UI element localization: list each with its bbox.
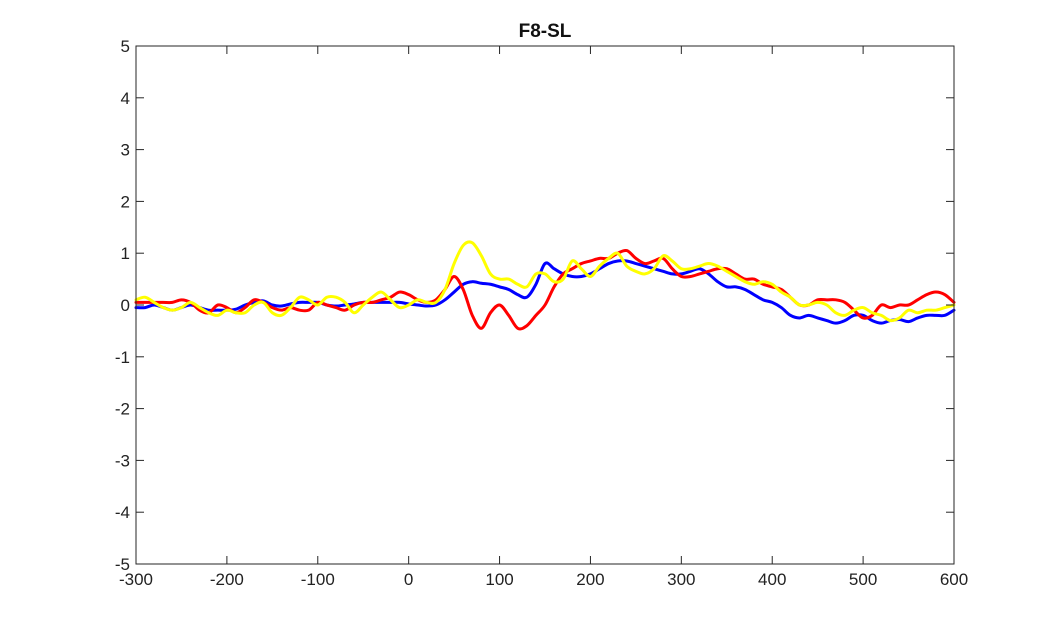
y-tick-label: 3	[121, 141, 130, 160]
series-layer	[134, 240, 956, 331]
y-tick-label: -5	[115, 555, 130, 574]
x-tick-label: 0	[404, 570, 413, 589]
y-tick-label: 5	[121, 37, 130, 56]
x-tick-label: -200	[210, 570, 244, 589]
y-tick-label: 0	[121, 296, 130, 315]
x-tick-label: 400	[758, 570, 786, 589]
y-tick-label: -4	[115, 503, 130, 522]
x-tick-label: 100	[485, 570, 513, 589]
chart-title: F8-SL	[519, 21, 572, 42]
x-tick-label: 300	[667, 570, 695, 589]
y-tick-label: 4	[121, 89, 130, 108]
series-line-3	[134, 240, 956, 323]
y-tick-label: -1	[115, 348, 130, 367]
series-line-2	[134, 248, 956, 331]
x-tick-label: -300	[119, 570, 153, 589]
y-tick-label: 2	[121, 192, 130, 211]
axes-layer: -300 -200 -100 0 100 200 300 400 500 600 -5 -4 -3 -2 -…	[115, 37, 968, 589]
y-tick-label: -2	[115, 400, 130, 419]
x-tick-label: 200	[576, 570, 604, 589]
x-tick-label: -100	[301, 570, 335, 589]
series-line-1	[134, 259, 956, 325]
y-tick-label: 1	[121, 244, 130, 263]
x-tick-label: 600	[940, 570, 968, 589]
y-tick-label: -3	[115, 451, 130, 470]
x-tick-label: 500	[849, 570, 877, 589]
